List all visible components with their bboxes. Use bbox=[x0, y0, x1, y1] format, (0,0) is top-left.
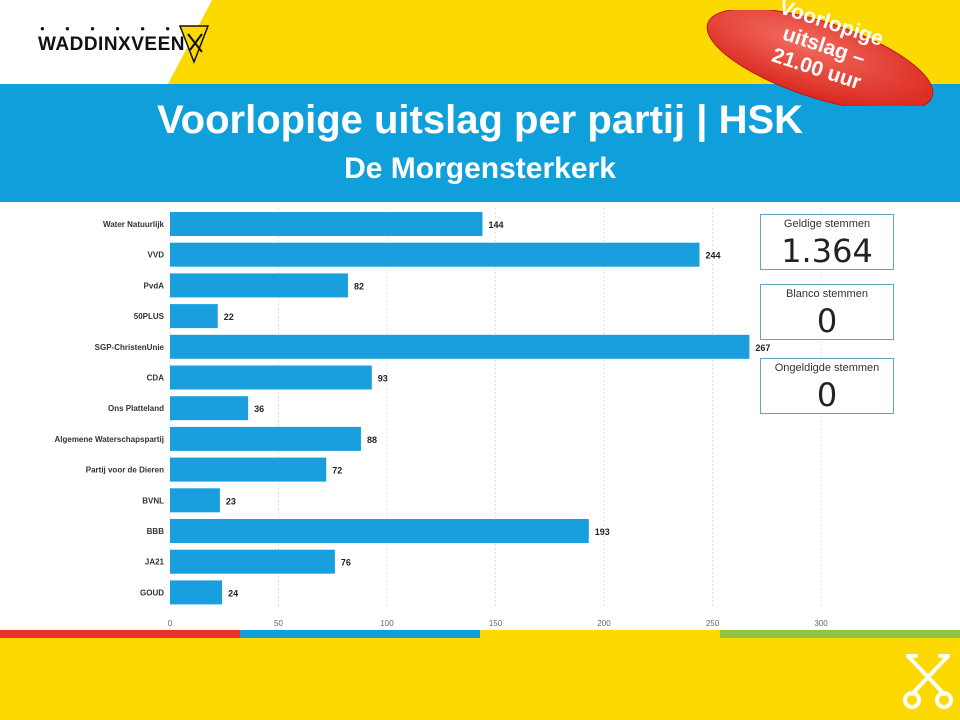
x-tick-label: 100 bbox=[380, 619, 394, 628]
category-label: JA21 bbox=[145, 558, 165, 567]
bar bbox=[170, 365, 372, 390]
valid-votes-label: Geldige stemmen bbox=[783, 218, 871, 230]
data-label: 24 bbox=[228, 588, 238, 598]
bar bbox=[170, 212, 483, 236]
category-label: BBB bbox=[147, 527, 165, 536]
data-label: 72 bbox=[332, 466, 342, 476]
color-stripe bbox=[0, 630, 960, 638]
data-label: 36 bbox=[254, 404, 264, 414]
bar bbox=[170, 488, 220, 513]
data-label: 88 bbox=[367, 435, 377, 445]
bar bbox=[170, 304, 218, 329]
yellow-footer bbox=[0, 630, 960, 720]
valid-votes-value: 1.364 bbox=[781, 232, 873, 270]
title-band: Voorlopige uitslag per partij | HSK De M… bbox=[0, 84, 960, 202]
bar bbox=[170, 273, 348, 298]
blank-votes-label: Blanco stemmen bbox=[786, 288, 868, 300]
logo-emblem-icon bbox=[178, 25, 210, 64]
waddinxveen-logo: WADDINXVEEN bbox=[38, 34, 185, 55]
data-label: 82 bbox=[354, 281, 364, 291]
data-label: 76 bbox=[341, 558, 351, 568]
category-label: PvdA bbox=[144, 281, 165, 290]
blue-title-band bbox=[0, 84, 960, 202]
blank-votes-value: 0 bbox=[816, 302, 838, 340]
bar bbox=[170, 457, 327, 482]
category-label: Partij voor de Dieren bbox=[86, 466, 164, 475]
category-label: CDA bbox=[147, 374, 165, 383]
data-label: 193 bbox=[595, 527, 610, 537]
bar bbox=[170, 519, 589, 543]
data-label: 23 bbox=[226, 496, 236, 506]
data-label: 244 bbox=[705, 251, 720, 261]
data-label: 93 bbox=[378, 374, 388, 384]
invalid-votes-label: Ongeldigde stemmen bbox=[774, 362, 880, 374]
valid-votes-card: Geldige stemmen 1.364 bbox=[760, 214, 894, 270]
category-label: BVNL bbox=[142, 496, 164, 505]
bar bbox=[170, 396, 249, 421]
bar bbox=[170, 580, 223, 605]
category-label: 50PLUS bbox=[134, 312, 165, 321]
data-label: 22 bbox=[224, 312, 234, 322]
blank-votes-card: Blanco stemmen 0 bbox=[760, 284, 894, 340]
page-subtitle: De Morgensterkerk bbox=[344, 152, 616, 185]
invalid-votes-value: 0 bbox=[816, 376, 838, 414]
chart-area: 0 50 100 150 200 250 300 Water Natuurlijk 144 VVD… bbox=[0, 202, 960, 630]
crossed-keys-icon bbox=[903, 654, 953, 709]
bar-chart: 0 50 100 150 200 250 300 Water Natuurlijk 144 VVD… bbox=[54, 208, 828, 628]
x-tick-label: 50 bbox=[274, 619, 283, 628]
category-label: Water Natuurlijk bbox=[103, 220, 165, 229]
bar bbox=[170, 334, 750, 359]
bar bbox=[170, 549, 335, 574]
status-badge: Voorlopige uitslag – 21.00 uur bbox=[698, 0, 942, 106]
category-label: Algemene Waterschapspartij bbox=[54, 435, 164, 444]
category-label: GOUD bbox=[140, 588, 164, 597]
bar bbox=[170, 426, 361, 451]
badge-ellipse bbox=[706, 10, 934, 106]
logo-dots: ● ● ● ● ● ● ● bbox=[40, 24, 205, 33]
x-tick-label: 0 bbox=[168, 619, 173, 628]
category-label: SGP-ChristenUnie bbox=[95, 343, 165, 352]
x-tick-label: 200 bbox=[597, 619, 611, 628]
bar bbox=[170, 242, 700, 267]
x-tick-label: 150 bbox=[489, 619, 503, 628]
data-label: 267 bbox=[755, 343, 770, 353]
data-label: 144 bbox=[488, 220, 503, 230]
category-label: Ons Platteland bbox=[108, 404, 164, 413]
x-tick-label: 250 bbox=[706, 619, 720, 628]
page-title: Voorlopige uitslag per partij | HSK bbox=[156, 98, 804, 142]
invalid-votes-card: Ongeldigde stemmen 0 bbox=[760, 358, 894, 414]
x-tick-label: 300 bbox=[814, 619, 828, 628]
category-label: VVD bbox=[148, 251, 165, 260]
